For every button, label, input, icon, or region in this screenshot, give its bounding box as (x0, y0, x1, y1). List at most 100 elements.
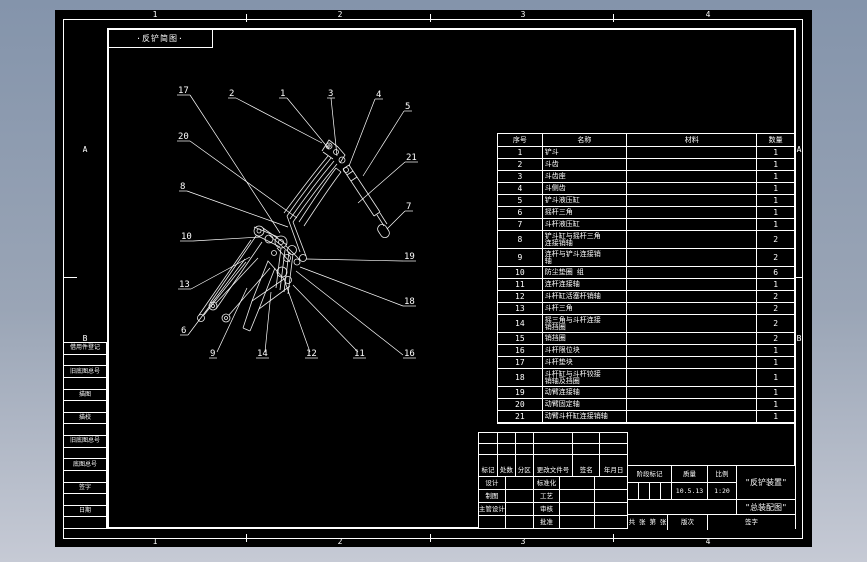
signature-role-label: 设计 (479, 477, 506, 490)
callout-3: 3 (328, 89, 333, 99)
bom-item-material (627, 345, 758, 357)
bom-item-material (627, 369, 758, 387)
bom-row: 3 斗齿座 1 (498, 171, 794, 183)
bom-item-name: 动臂固定轴 (542, 399, 628, 411)
signature-role-label: 主管设计 (479, 503, 506, 516)
bom-row: 19 动臂连接轴 1 (498, 387, 794, 399)
callout-14: 14 (257, 349, 268, 359)
bom-item-material (627, 159, 758, 171)
bom-item-qty: 1 (757, 195, 794, 207)
callout-7: 7 (406, 202, 411, 212)
bom-item-no: 14 (498, 315, 543, 333)
bom-header-row: 序号 名称 材料 数量 (498, 134, 795, 147)
bom-item-name: 斗侧齿 (542, 183, 628, 195)
callout-20: 20 (178, 132, 189, 142)
bom-row: 1 铲斗 1 (498, 147, 794, 159)
signature-row: 主管设计 审核 (479, 503, 629, 516)
signature-value (595, 477, 629, 490)
stage-mark-cell (661, 483, 672, 500)
bom-item-material (627, 183, 758, 195)
callout-13: 13 (179, 280, 190, 290)
bom-row: 2 斗齿 1 (498, 159, 794, 171)
sheet-count-cell: 共 张 第 张 (628, 515, 668, 530)
change-header-docno: 更改文件号 (533, 465, 574, 477)
signature-row: 批准 (479, 516, 629, 529)
bom-item-name: 摇杆三角 (542, 207, 628, 219)
bom-item-no: 1 (498, 147, 543, 159)
change-record-header: 标记 处数 分区 更改文件号 签名 年月日 (478, 465, 628, 477)
callout-10: 10 (181, 232, 192, 242)
margin-field-strip: 借用件登记 旧底图总号 描图 描校 (63, 342, 107, 529)
bom-item-qty: 1 (757, 171, 794, 183)
zone-tick (789, 277, 803, 278)
signature-value (595, 503, 629, 516)
bom-row: 4 斗侧齿 1 (498, 183, 794, 195)
bom-item-qty: 1 (757, 159, 794, 171)
bom-item-qty: 1 (757, 183, 794, 195)
callout-2: 2 (229, 89, 234, 99)
change-header-date: 年月日 (600, 465, 628, 477)
change-header-count: 处数 (497, 465, 516, 477)
bom-item-name: 斗杆缸活塞杆销轴 (542, 291, 628, 303)
stage-mark-cell (628, 483, 639, 500)
bom-item-name: 斗杆缸与斗杆铰接 销轴及挡圈 (542, 369, 628, 387)
bom-row: 12 斗杆缸活塞杆销轴 2 (498, 291, 794, 303)
bom-item-qty: 1 (757, 399, 794, 411)
bom-item-qty: 1 (757, 279, 794, 291)
bom-item-no: 6 (498, 207, 543, 219)
bom-item-no: 7 (498, 219, 543, 231)
bom-row: 21 动臂斗杆缸连接销轴 1 (498, 411, 794, 423)
callout-11: 11 (354, 349, 365, 359)
bom-item-material (627, 195, 758, 207)
bom-item-name: 铲斗 (542, 147, 628, 159)
signature-role-label: 批准 (533, 516, 561, 529)
bom-item-no: 21 (498, 411, 543, 423)
callout-5: 5 (405, 102, 410, 112)
signature-value (505, 516, 534, 529)
revision-grid-row (479, 444, 628, 455)
bom-item-name: 斗齿 (542, 159, 628, 171)
bom-item-qty: 2 (757, 249, 794, 267)
bom-item-no: 3 (498, 171, 543, 183)
bom-item-no: 16 (498, 345, 543, 357)
margin-field-label: 签字 (78, 483, 91, 491)
drawing-title-line2: "总装配图" (737, 500, 795, 515)
change-header-zone: 分区 (515, 465, 534, 477)
zone-col-top-4: 4 (705, 10, 711, 19)
callout-17: 17 (178, 86, 189, 96)
callout-19: 19 (404, 252, 415, 262)
callout-8: 8 (180, 182, 185, 192)
bom-row: 9 连杆与铲斗连接销 轴 2 (498, 249, 794, 267)
bom-item-no: 20 (498, 399, 543, 411)
bom-item-no: 11 (498, 279, 543, 291)
bom-item-name: 连杆连接轴 (542, 279, 628, 291)
bom-item-material (627, 219, 758, 231)
bom-item-qty: 1 (757, 357, 794, 369)
callout-4: 4 (376, 90, 381, 100)
bom-item-name: 斗齿座 (542, 171, 628, 183)
bom-item-no: 19 (498, 387, 543, 399)
zone-row-left-b: B (82, 334, 88, 343)
bom-item-material (627, 315, 758, 333)
change-header-mark: 标记 (479, 465, 498, 477)
bom-item-no: 9 (498, 249, 543, 267)
margin-field-label: 描校 (78, 414, 91, 422)
revision-grid-row (479, 433, 628, 444)
signature-role-label: 制图 (479, 490, 506, 503)
change-header-sign: 签名 (573, 465, 601, 477)
bom-item-material (627, 291, 758, 303)
signature-role-label (479, 516, 506, 529)
drawing-name-box: ·反铲简图· (107, 28, 213, 48)
signature-role-label: 工艺 (533, 490, 561, 503)
signature-role-label: 标准化 (533, 477, 561, 490)
signature-row: 设计 标准化 (479, 477, 629, 490)
bom-item-name: 动臂连接轴 (542, 387, 628, 399)
bom-item-qty: 2 (757, 315, 794, 333)
bom-row: 17 斗杆垫块 1 (498, 357, 794, 369)
bom-item-no: 2 (498, 159, 543, 171)
bom-item-material (627, 249, 758, 267)
drawing-frame-border (107, 28, 796, 529)
bom-item-material (627, 399, 758, 411)
bom-item-qty: 1 (757, 369, 794, 387)
bom-item-qty: 6 (757, 267, 794, 279)
